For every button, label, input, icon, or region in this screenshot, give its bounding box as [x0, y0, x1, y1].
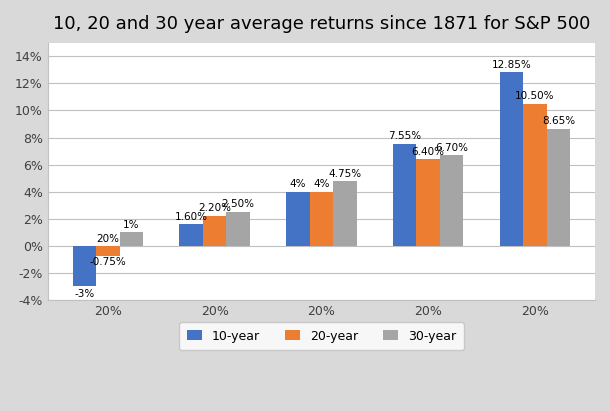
- Bar: [440, 155, 464, 246]
- Bar: [310, 192, 333, 246]
- Bar: [179, 224, 203, 246]
- Text: 4.75%: 4.75%: [328, 169, 361, 179]
- Text: 2.50%: 2.50%: [221, 199, 254, 210]
- Bar: [393, 143, 417, 246]
- Text: 7.55%: 7.55%: [388, 131, 422, 141]
- Bar: [226, 212, 250, 246]
- Text: 6.40%: 6.40%: [412, 147, 445, 157]
- Legend: 10-year, 20-year, 30-year: 10-year, 20-year, 30-year: [179, 322, 464, 350]
- Bar: [523, 104, 547, 246]
- Text: 8.65%: 8.65%: [542, 116, 575, 126]
- Text: 20%: 20%: [96, 234, 120, 245]
- Text: -0.75%: -0.75%: [90, 257, 126, 267]
- Title: 10, 20 and 30 year average returns since 1871 for S&P 500: 10, 20 and 30 year average returns since…: [52, 15, 590, 33]
- Text: 6.70%: 6.70%: [435, 143, 468, 152]
- Bar: [417, 159, 440, 246]
- Text: 12.85%: 12.85%: [492, 60, 531, 69]
- Bar: [120, 232, 143, 246]
- Bar: [96, 246, 120, 256]
- Text: 1.60%: 1.60%: [174, 212, 207, 222]
- Text: 1%: 1%: [123, 220, 140, 230]
- Bar: [73, 246, 96, 286]
- Text: 2.20%: 2.20%: [198, 203, 231, 213]
- Text: 4%: 4%: [313, 179, 329, 189]
- Bar: [203, 216, 226, 246]
- Bar: [547, 129, 570, 246]
- Bar: [286, 192, 310, 246]
- Text: 4%: 4%: [290, 179, 306, 189]
- Bar: [333, 182, 357, 246]
- Text: -3%: -3%: [74, 289, 95, 299]
- Bar: [500, 72, 523, 246]
- Text: 10.50%: 10.50%: [515, 91, 554, 101]
